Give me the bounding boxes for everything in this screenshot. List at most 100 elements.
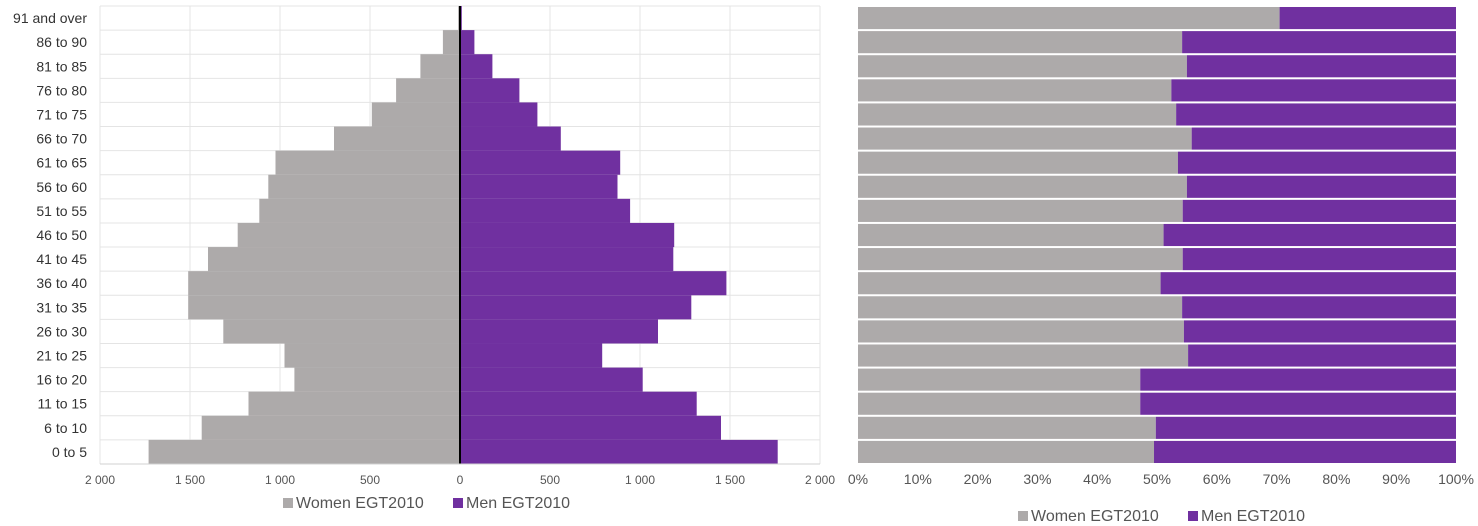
category-label-71-to-75: 71 to 75 — [36, 106, 87, 122]
stack-women-76-to-80 — [858, 79, 1172, 102]
x-tick-label-2: 1 000 — [265, 473, 295, 487]
bar-women-51-to-55 — [259, 198, 460, 223]
legend2-swatch-women-egt2010 — [1018, 511, 1028, 521]
stack-women-41-to-45 — [858, 248, 1183, 271]
bar-women-41-to-45 — [208, 247, 460, 272]
bar-women-11-to-15 — [248, 391, 460, 416]
category-label-56-to-60: 56 to 60 — [36, 179, 87, 195]
stack-women-31-to-35 — [858, 296, 1183, 319]
stack-men-6-to-10 — [1155, 416, 1456, 439]
pct-tick-label-10: 100% — [1438, 471, 1474, 487]
category-label-11-to-15: 11 to 15 — [37, 396, 87, 412]
bar-men-81-to-85 — [460, 54, 493, 79]
stack-women-51-to-55 — [858, 199, 1183, 222]
x-tick-label-7: 1 500 — [715, 473, 745, 487]
stack-women-66-to-70 — [858, 127, 1192, 150]
category-label-51-to-55: 51 to 55 — [36, 203, 87, 219]
stack-women-61-to-65 — [858, 151, 1178, 174]
category-label-91-and-over: 91 and over — [13, 10, 87, 26]
stack-men-71-to-75 — [1176, 103, 1456, 126]
legend-label-men-egt2010: Men EGT2010 — [466, 495, 570, 512]
bar-men-86-to-90 — [460, 30, 475, 55]
x-tick-label-8: 2 000 — [805, 473, 835, 487]
bar-women-56-to-60 — [268, 174, 460, 199]
stack-men-61-to-65 — [1177, 151, 1456, 174]
bar-men-31-to-35 — [460, 295, 692, 320]
category-label-0-to-5: 0 to 5 — [52, 444, 87, 460]
bar-men-71-to-75 — [460, 102, 538, 127]
bar-women-81-to-85 — [420, 54, 460, 79]
population-pyramid-chart: 0 to 5 6 to 10 11 to 15 16 to 20 21 to 25 26 … — [13, 5, 835, 512]
x-tick-label-3: 500 — [360, 473, 380, 487]
percent-stacked-chart: 0% 10% 20% 30% 40% 50% 60% 70% 80% 90% 100% Women E… — [848, 7, 1474, 525]
bar-women-86-to-90 — [442, 30, 460, 55]
pct-tick-label-5: 50% — [1143, 471, 1171, 487]
stack-men-51-to-55 — [1182, 199, 1456, 222]
pct-tick-label-0: 0% — [848, 471, 868, 487]
bar-men-41-to-45 — [460, 247, 674, 272]
legend-swatch-men-egt2010 — [453, 498, 463, 508]
stack-men-26-to-30 — [1183, 320, 1456, 343]
bar-men-76-to-80 — [460, 78, 520, 103]
stack-men-66-to-70 — [1191, 127, 1456, 150]
x-tick-label-0: 2 000 — [85, 473, 115, 487]
pct-tick-label-4: 40% — [1083, 471, 1111, 487]
category-label-66-to-70: 66 to 70 — [36, 131, 87, 147]
x-tick-label-6: 1 000 — [625, 473, 655, 487]
stack-women-26-to-30 — [858, 320, 1184, 343]
category-label-61-to-65: 61 to 65 — [36, 155, 87, 171]
stack-women-21-to-25 — [858, 344, 1189, 367]
category-label-6-to-10: 6 to 10 — [44, 420, 87, 436]
stack-men-41-to-45 — [1182, 248, 1456, 271]
legend-label-women-egt2010: Women EGT2010 — [296, 495, 424, 512]
bar-women-71-to-75 — [371, 102, 460, 127]
stack-men-76-to-80 — [1171, 79, 1456, 102]
bar-women-66-to-70 — [334, 126, 460, 151]
x-tick-label-1: 1 500 — [175, 473, 205, 487]
category-label-41-to-45: 41 to 45 — [36, 251, 87, 267]
stack-men-91-and-over — [1279, 7, 1456, 30]
bar-women-76-to-80 — [396, 78, 460, 103]
bar-women-21-to-25 — [284, 343, 460, 368]
pct-tick-label-3: 30% — [1023, 471, 1051, 487]
category-label-81-to-85: 81 to 85 — [36, 58, 87, 74]
legend2-label-men-egt2010: Men EGT2010 — [1201, 508, 1305, 525]
bar-women-26-to-30 — [223, 319, 460, 344]
x-tick-label-5: 500 — [540, 473, 560, 487]
category-label-21-to-25: 21 to 25 — [36, 348, 87, 364]
bar-men-36-to-40 — [460, 271, 727, 296]
stack-women-56-to-60 — [858, 175, 1187, 198]
stack-men-81-to-85 — [1186, 55, 1456, 78]
pct-tick-label-8: 80% — [1322, 471, 1350, 487]
bar-men-16-to-20 — [460, 367, 643, 392]
stack-women-11-to-15 — [858, 392, 1141, 415]
pct-tick-label-6: 60% — [1203, 471, 1231, 487]
stack-men-21-to-25 — [1188, 344, 1456, 367]
stack-women-6-to-10 — [858, 416, 1156, 439]
bar-men-6-to-10 — [460, 415, 721, 440]
stack-women-86-to-90 — [858, 31, 1183, 54]
bar-men-51-to-55 — [460, 198, 631, 223]
bar-men-11-to-15 — [460, 391, 697, 416]
category-label-26-to-30: 26 to 30 — [36, 323, 87, 339]
pct-tick-label-7: 70% — [1263, 471, 1291, 487]
stack-women-91-and-over — [858, 7, 1280, 30]
bar-men-26-to-30 — [460, 319, 658, 344]
bar-women-0-to-5 — [148, 439, 460, 464]
stack-women-36-to-40 — [858, 272, 1161, 295]
stack-women-46-to-50 — [858, 223, 1164, 247]
bar-men-61-to-65 — [460, 150, 621, 175]
stack-men-46-to-50 — [1163, 223, 1456, 247]
stack-women-0-to-5 — [858, 440, 1155, 463]
bar-women-46-to-50 — [237, 222, 460, 248]
bar-men-46-to-50 — [460, 222, 675, 248]
pct-tick-label-9: 90% — [1382, 471, 1410, 487]
bar-men-66-to-70 — [460, 126, 561, 151]
category-label-76-to-80: 76 to 80 — [36, 82, 87, 98]
stack-women-16-to-20 — [858, 368, 1141, 391]
category-label-86-to-90: 86 to 90 — [36, 34, 87, 50]
stack-men-31-to-35 — [1182, 296, 1456, 319]
stack-women-81-to-85 — [858, 55, 1187, 78]
pct-tick-label-2: 20% — [964, 471, 992, 487]
bar-women-61-to-65 — [275, 150, 460, 175]
